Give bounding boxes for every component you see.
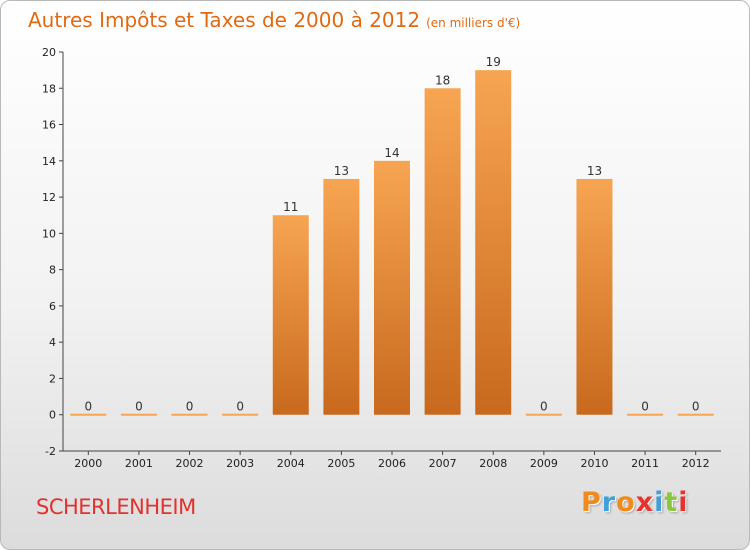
x-tick-label: 2000 xyxy=(74,457,102,470)
chart-title-text: Autres Impôts et Taxes de 2000 à 2012 xyxy=(28,8,421,32)
bar-2004 xyxy=(272,215,309,415)
logo-letter: r xyxy=(601,487,617,518)
y-tick-label: 20 xyxy=(42,46,56,59)
chart-bars xyxy=(70,70,714,416)
bar-2012 xyxy=(677,413,714,416)
bar-2006 xyxy=(374,160,410,415)
chart-labels: 0 0 0 0 11 13 14 18 19 0 13 0 0 xyxy=(84,55,699,414)
logo-letter: x xyxy=(635,487,655,518)
bar-2003 xyxy=(222,413,259,416)
x-tick-label: 2009 xyxy=(530,457,558,470)
x-tick-label: 2005 xyxy=(327,457,355,470)
y-tick-label: 2 xyxy=(49,372,56,385)
data-label-2011: 0 xyxy=(641,400,649,414)
data-label-2008: 19 xyxy=(486,55,501,69)
bar-2005 xyxy=(323,178,360,415)
logo-letter: P xyxy=(581,487,602,518)
x-tick-label: 2002 xyxy=(176,457,204,470)
y-tick-label: 4 xyxy=(49,336,56,349)
y-tick-label: 18 xyxy=(42,82,56,95)
y-tick-label: 6 xyxy=(49,300,56,313)
chart-subtitle: (en milliers d'€) xyxy=(426,16,521,30)
x-tick-label: 2008 xyxy=(479,457,507,470)
bar-2008 xyxy=(475,70,512,415)
data-label-2001: 0 xyxy=(135,400,143,414)
commune-name: SCHERLENHEIM xyxy=(36,495,196,519)
bar-2002 xyxy=(171,413,208,416)
bar-2009 xyxy=(525,413,562,416)
y-tick-label: 16 xyxy=(42,119,56,132)
y-tick-label: 10 xyxy=(42,227,56,240)
data-label-2007: 18 xyxy=(435,73,450,87)
y-tick-label: 14 xyxy=(42,155,56,168)
y-tick-label: 0 xyxy=(49,409,56,422)
data-label-2012: 0 xyxy=(692,400,700,414)
logo-letter: o xyxy=(616,487,636,518)
proxiti-logo: Proxiti xyxy=(581,487,689,518)
x-tick-label: 2010 xyxy=(580,457,608,470)
chart-title: Autres Impôts et Taxes de 2000 à 2012 (en… xyxy=(28,8,520,32)
data-label-2004: 11 xyxy=(283,200,298,214)
bar-2001 xyxy=(120,413,157,416)
x-tick-label: 2006 xyxy=(378,457,406,470)
x-tick-label: 2003 xyxy=(226,457,254,470)
x-tick-label: 2011 xyxy=(631,457,659,470)
logo-letter: t xyxy=(664,487,679,518)
y-tick-label: -2 xyxy=(45,445,56,458)
x-tick-label: 2007 xyxy=(429,457,457,470)
data-label-2010: 13 xyxy=(587,164,602,178)
data-label-2002: 0 xyxy=(186,400,194,414)
x-tick-label: 2012 xyxy=(682,457,710,470)
x-tick-label: 2004 xyxy=(277,457,305,470)
data-label-2006: 14 xyxy=(384,146,399,160)
chart-axes: -2 0 2 4 6 8 10 12 14 16 18 20 2000 2001 2002 2003 2004 2… xyxy=(42,46,721,470)
logo-letter: i xyxy=(678,487,689,518)
x-tick-label: 2001 xyxy=(125,457,153,470)
data-label-2005: 13 xyxy=(334,164,349,178)
data-label-2003: 0 xyxy=(236,400,244,414)
data-label-2009: 0 xyxy=(540,400,548,414)
y-tick-label: 12 xyxy=(42,191,56,204)
bar-2000 xyxy=(70,413,107,416)
data-label-2000: 0 xyxy=(84,400,92,414)
bar-2007 xyxy=(424,88,461,415)
bar-2011 xyxy=(627,413,664,416)
bar-2010 xyxy=(576,178,613,415)
logo-letter: i xyxy=(654,487,665,518)
y-tick-label: 8 xyxy=(49,264,56,277)
